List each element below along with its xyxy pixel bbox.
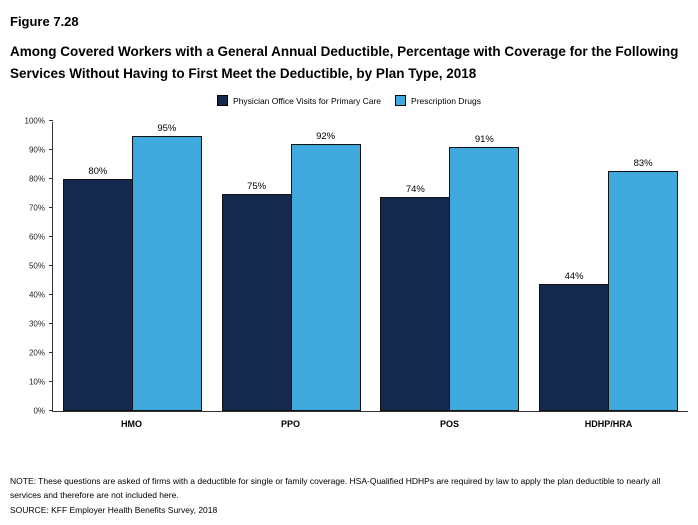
- bar-chart: 80% 95% 75% 92% 74% 91% 44% 83% 0% 10% 20% 30% 40% 5…: [25, 117, 688, 429]
- bar-groups: 80% 95% 75% 92% 74% 91% 44% 83%: [53, 122, 688, 412]
- note-text: NOTE: These questions are asked of firms…: [10, 476, 661, 500]
- source-text: SOURCE: KFF Employer Health Benefits Sur…: [10, 504, 218, 515]
- x-axis-category-label: POS: [439, 419, 459, 430]
- bar: [539, 283, 610, 412]
- footnotes: NOTE: These questions are asked of firms…: [10, 475, 688, 517]
- y-tick-label: 20%: [28, 348, 45, 358]
- bar-value-label: 92%: [316, 131, 336, 143]
- x-axis-category-label: HDHP/HRA: [584, 419, 633, 430]
- legend-label-prescription-drugs: Prescription Drugs: [411, 95, 481, 106]
- bar-wrapper: 75%: [221, 180, 292, 412]
- bar: [131, 135, 202, 412]
- y-tick-mark: [49, 178, 53, 180]
- bar: [62, 179, 133, 412]
- y-tick-mark: [49, 149, 53, 151]
- y-tick-label: 60%: [28, 232, 45, 242]
- bar-wrapper: 80%: [62, 166, 133, 412]
- bar-wrapper: 91%: [449, 134, 520, 412]
- legend-item-prescription-drugs: Prescription Drugs: [395, 95, 481, 107]
- bar-value-label: 80%: [88, 166, 108, 178]
- y-tick-mark: [49, 381, 53, 383]
- y-tick-label: 70%: [28, 203, 45, 213]
- bar-wrapper: 44%: [539, 270, 610, 412]
- y-tick-label: 50%: [28, 261, 45, 271]
- y-tick-mark: [49, 207, 53, 209]
- y-tick-label: 80%: [28, 174, 45, 184]
- bar-value-label: 74%: [405, 183, 425, 195]
- y-tick-mark: [49, 265, 53, 267]
- bar: [608, 170, 679, 412]
- title-block: Figure 7.28 Among Covered Workers with a…: [0, 0, 698, 84]
- legend-item-primary-care: Physician Office Visits for Primary Care: [217, 95, 382, 107]
- bar: [380, 196, 451, 412]
- bar-group: 44% 83%: [530, 158, 688, 412]
- bar-group: 80% 95%: [53, 123, 211, 412]
- y-tick-label: 10%: [28, 377, 45, 387]
- bar-wrapper: 74%: [380, 183, 451, 412]
- bar-group: 75% 92%: [212, 131, 370, 412]
- bar-wrapper: 83%: [608, 157, 679, 412]
- y-tick-label: 40%: [28, 290, 45, 300]
- y-tick-mark: [49, 410, 53, 412]
- y-tick-mark: [49, 323, 53, 325]
- bar-value-label: 44%: [564, 270, 584, 282]
- bar-value-label: 91%: [474, 134, 494, 146]
- y-tick-mark: [49, 120, 53, 122]
- chart-legend: Physician Office Visits for Primary Care…: [0, 95, 698, 107]
- bar: [221, 193, 292, 412]
- bar-group: 74% 91%: [371, 134, 529, 412]
- bar: [449, 147, 520, 412]
- x-axis-labels: HMO PPO POS HDHP/HRA: [52, 419, 688, 429]
- x-axis-category-label: PPO: [280, 419, 300, 430]
- legend-label-primary-care: Physician Office Visits for Primary Care: [233, 95, 382, 106]
- y-tick-label: 30%: [28, 319, 45, 329]
- x-axis-category-label: HMO: [121, 419, 142, 430]
- y-tick-label: 0%: [33, 406, 45, 416]
- legend-swatch-prescription-drugs: [395, 95, 407, 107]
- y-tick-mark: [49, 294, 53, 296]
- y-tick-label: 100%: [24, 116, 45, 126]
- bar-wrapper: 95%: [131, 122, 202, 412]
- bar: [290, 144, 361, 412]
- plot-area: 80% 95% 75% 92% 74% 91% 44% 83% 0% 10% 20% 30% 40% 5…: [25, 117, 688, 416]
- figure-number: Figure 7.28: [10, 14, 79, 29]
- y-tick-mark: [49, 236, 53, 238]
- bar-wrapper: 92%: [290, 131, 361, 412]
- bar-value-label: 75%: [247, 180, 267, 192]
- bar-value-label: 83%: [633, 157, 653, 169]
- y-tick-mark: [49, 352, 53, 354]
- bar-value-label: 95%: [157, 122, 177, 134]
- legend-swatch-primary-care: [217, 95, 229, 107]
- y-tick-label: 90%: [28, 145, 45, 155]
- figure-title: Among Covered Workers with a General Ann…: [10, 44, 679, 81]
